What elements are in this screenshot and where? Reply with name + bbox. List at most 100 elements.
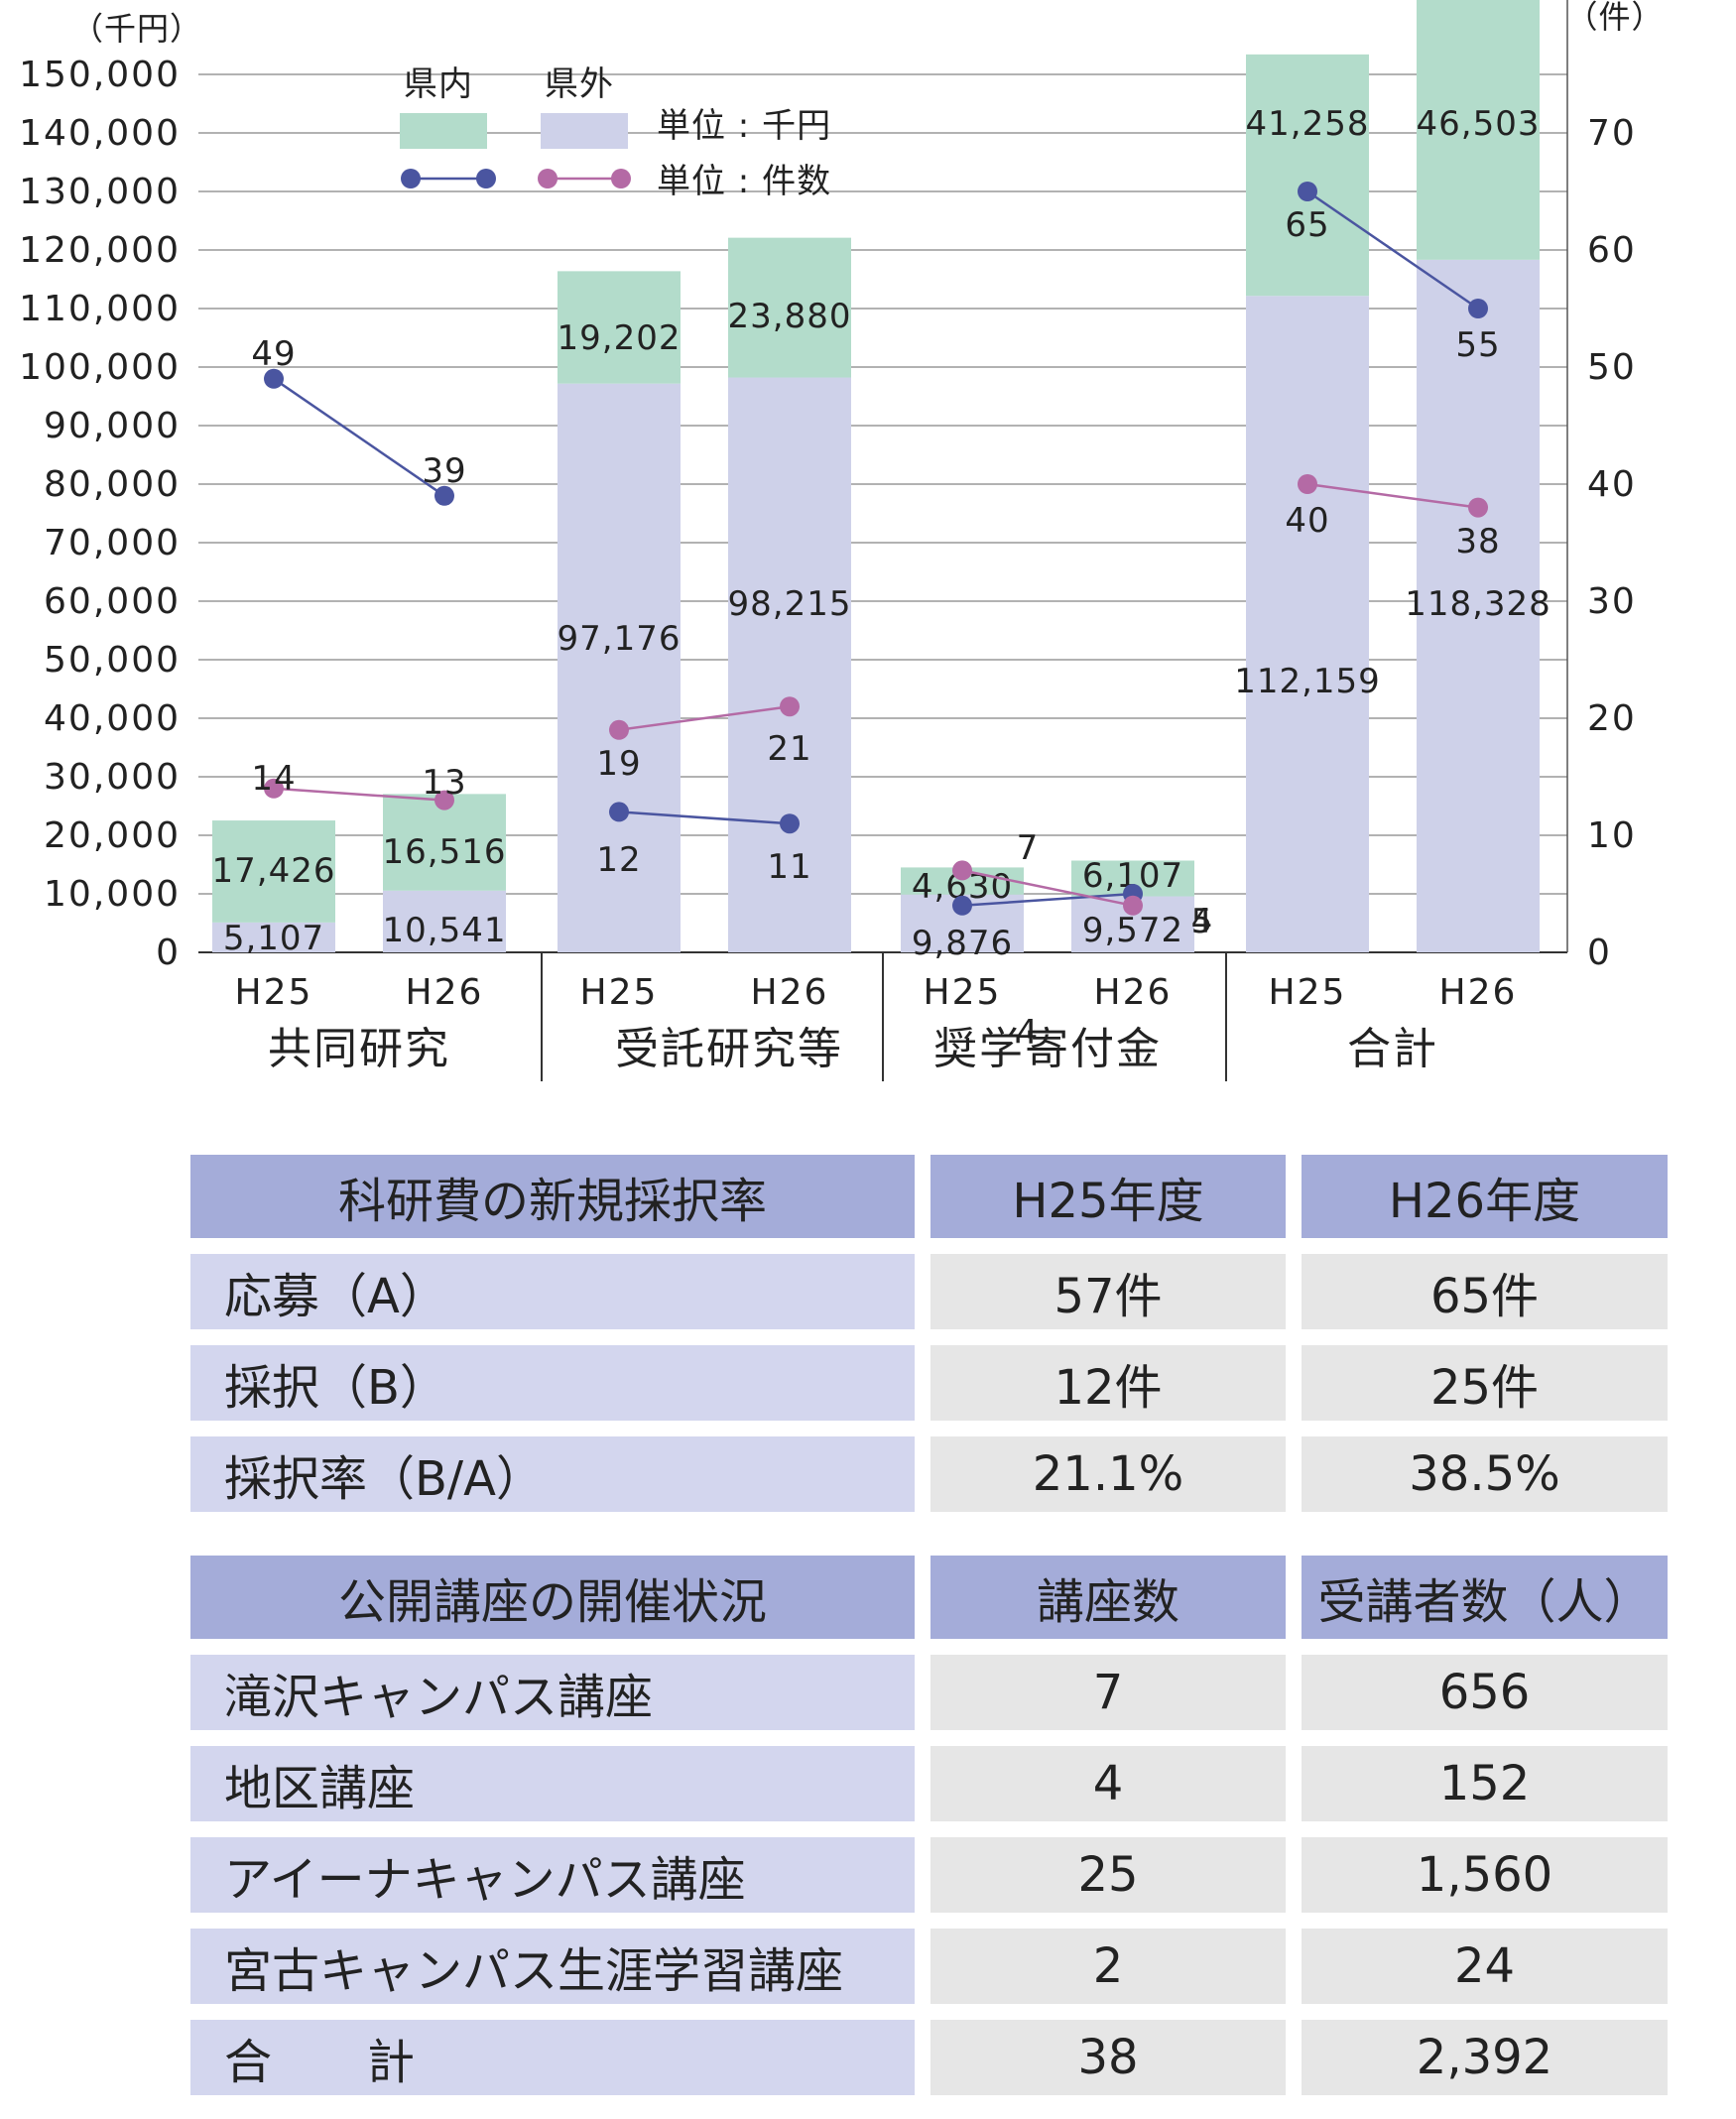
bar-out-pref [728,377,851,952]
bar-in-pref [1417,0,1540,260]
bar-value-label-in-pref: 16,516 [383,832,507,872]
table-cell: 採択（B） [190,1345,915,1421]
count-point-out-pref [1123,895,1143,916]
table-cell: 21.1% [930,1436,1286,1512]
count-label-out-pref: 19 [596,744,641,784]
table-cell: 2 [930,1929,1286,2004]
count-point-in-pref [780,813,800,834]
table-header-cell: 公開講座の開催状況 [190,1556,915,1639]
table-header-cell: H25年度 [930,1155,1286,1238]
table-cell: 1,560 [1302,1837,1668,1913]
count-point-out-pref [1298,474,1317,494]
table-cell: 25件 [1302,1345,1668,1421]
table-cell: 滝沢キャンパス講座 [190,1655,915,1730]
y-right-tick-label: 10 [1587,815,1637,856]
y-left-tick-label: 120,000 [19,230,181,271]
y-right-unit-label: （件） [1565,0,1664,36]
y-left-tick-label: 60,000 [44,581,181,622]
y-left-tick-label: 130,000 [19,172,181,212]
count-point-in-pref [264,368,284,389]
count-line-out-pref [1306,482,1479,509]
y-right-tick-label: 70 [1587,113,1637,154]
table-cell: 合 計 [190,2020,915,2095]
legend-swatch-out-pref [541,113,628,149]
bar-value-label-out-pref: 97,176 [558,619,682,659]
table-header-cell: 科研費の新規採択率 [190,1155,915,1238]
y-right-tick-label: 50 [1587,347,1637,388]
bar-out-pref [1246,296,1369,952]
y-left-tick-label: 80,000 [44,464,181,505]
table-row: 合 計 38 2,392 [190,2020,1668,2095]
bar-value-label-in-pref: 46,503 [1417,104,1541,144]
x-tick-label: H26 [751,972,829,1013]
count-point-out-pref [434,790,454,810]
x-tick-label: H25 [235,972,313,1013]
legend-label-out-pref: 県外 [545,64,614,104]
count-point-in-pref [609,802,629,822]
table-header-cell: 講座数 [930,1556,1286,1639]
category-label: 合計 [1347,1024,1438,1074]
x-tick-label: H25 [1269,972,1347,1013]
bar-in-pref [1246,54,1369,297]
count-label-in-pref: 39 [422,451,466,491]
bar-in-pref [212,820,335,923]
count-label-in-pref: 49 [251,334,296,374]
count-label-out-pref: 14 [251,759,296,799]
table-cell: 57件 [930,1254,1286,1329]
bar-out-pref [558,383,681,952]
funding-chart: 0 10,000 20,000 30,000 40,000 50,000 60,000 70,… [19,0,1664,1081]
table-cell: 38.5% [1302,1436,1668,1512]
count-label-in-pref: 65 [1285,205,1329,245]
y-left-tick-label: 150,000 [19,55,181,95]
bar-value-label-out-pref: 118,328 [1405,584,1551,624]
bar-value-label-out-pref: 5,107 [223,919,324,958]
bar-value-label-out-pref: 9,572 [1082,911,1183,950]
table-row: 滝沢キャンパス講座 7 656 [190,1655,1668,1730]
bar-in-pref [558,271,681,384]
table-cell: 656 [1302,1655,1668,1730]
count-line-out-pref [273,787,445,802]
count-label-out-pref: 13 [422,763,466,803]
table-cell: 地区講座 [190,1746,915,1821]
count-label-in-pref: 55 [1455,325,1500,365]
bar-value-label-in-pref: 41,258 [1246,104,1370,144]
count-point-out-pref [780,696,800,717]
bar-out-pref [212,922,335,952]
x-tick-label: H25 [924,972,1002,1013]
y-left-tick-label: 90,000 [44,406,181,446]
table-cell: 7 [930,1655,1286,1730]
y-left-tick-label: 0 [156,933,181,973]
x-tick-label: H26 [1439,972,1518,1013]
bar-value-label-in-pref: 19,202 [558,318,682,358]
count-line-in-pref [961,892,1134,908]
category-label: 奨学寄付金 [933,1024,1162,1074]
bar-out-pref [383,890,506,952]
count-point-in-pref [1468,299,1488,318]
table-cell: 24 [1302,1929,1668,2004]
legend-point-in-pref [401,169,421,188]
kakenhi-adoption-table: 科研費の新規採択率 H25年度 H26年度 応募（A） 57件 65件 採択（B… [175,1139,1683,1528]
public-lecture-table: 公開講座の開催状況 講座数 受講者数（人） 滝沢キャンパス講座 7 656 地区… [175,1540,1683,2111]
count-line-out-pref [618,704,791,732]
table-cell: 2,392 [1302,2020,1668,2095]
legend-unit-count: 単位 : 件数 [657,162,831,201]
y-left-tick-label: 100,000 [19,347,181,388]
table-cell: 38 [930,2020,1286,2095]
table-header-cell: H26年度 [1302,1155,1668,1238]
bar-in-pref [728,237,851,378]
y-right-tick-label: 60 [1587,230,1637,271]
y-right-tick-label: 30 [1587,581,1637,622]
y-left-unit-label: （千円） [71,10,202,48]
table-cell: 4 [930,1746,1286,1821]
x-tick-label: H25 [580,972,659,1013]
bar-value-label-out-pref: 9,876 [912,924,1013,963]
y-left-tick-label: 140,000 [19,113,181,154]
count-line-in-pref [273,377,445,497]
count-label-in-pref: 5 [1191,902,1214,941]
count-point-in-pref [952,895,972,916]
count-label-out-pref: 38 [1455,522,1500,561]
count-line-in-pref [618,810,791,825]
y-left-tick-label: 20,000 [44,815,181,856]
count-point-out-pref [952,860,972,881]
y-left-tick-label: 110,000 [19,289,181,329]
